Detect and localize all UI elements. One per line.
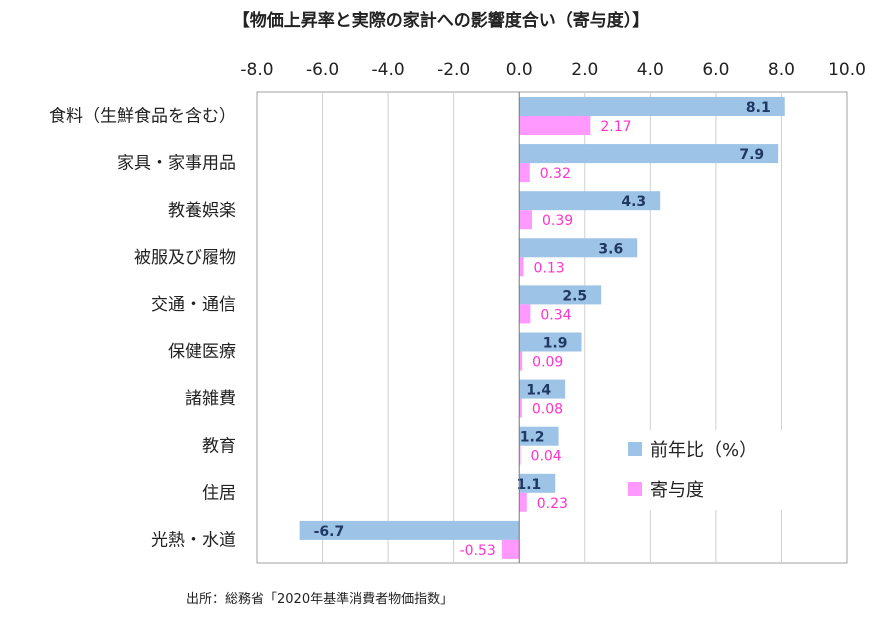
bar-yoy: [519, 144, 779, 164]
bar-contribution: [519, 210, 533, 230]
x-tick-label: -8.0: [240, 60, 273, 80]
data-label-contribution: 0.09: [532, 355, 563, 371]
data-label-contribution: 0.32: [540, 166, 571, 182]
category-label: 被服及び履物: [134, 248, 236, 268]
data-label-contribution: 0.13: [533, 260, 564, 276]
x-tick-label: -4.0: [372, 60, 405, 80]
data-label-contribution: 0.04: [531, 449, 562, 465]
category-label: 教養娯楽: [168, 201, 236, 221]
data-label-yoy: -6.7: [314, 524, 345, 540]
category-label: 住居: [202, 483, 236, 503]
category-label: 家具・家事用品: [117, 154, 236, 174]
x-tick-label: -6.0: [306, 60, 339, 80]
legend-swatch: [628, 442, 642, 456]
category-label: 教育: [202, 436, 236, 456]
data-label-contribution: 0.08: [532, 402, 563, 418]
x-tick-label: 6.0: [702, 60, 729, 80]
data-label-yoy: 2.5: [562, 288, 587, 304]
data-label-yoy: 7.9: [739, 147, 764, 163]
legend-box: [622, 430, 812, 510]
data-label-contribution: 0.34: [540, 307, 571, 323]
bar-contribution: [519, 257, 524, 277]
x-tick-label: 2.0: [571, 60, 598, 80]
bar-yoy: [519, 238, 638, 258]
bar-yoy: [519, 285, 602, 305]
data-label-yoy: 1.9: [543, 336, 568, 352]
legend-swatch: [628, 482, 642, 496]
data-label-yoy: 1.2: [520, 430, 545, 446]
bar-contribution: [519, 163, 530, 183]
data-label-yoy: 3.6: [598, 241, 623, 257]
x-tick-label: -2.0: [437, 60, 470, 80]
bar-yoy: [519, 191, 661, 211]
category-label: 光熱・水道: [151, 530, 236, 550]
bar-contribution: [519, 351, 523, 371]
source-note: 出所：総務省「2020年基準消費者物価指数」: [186, 592, 454, 607]
bar-contribution: [519, 304, 531, 324]
data-label-yoy: 8.1: [746, 100, 771, 116]
data-label-contribution: -0.53: [460, 543, 496, 559]
data-label-contribution: 2.17: [600, 119, 631, 135]
bar-contribution: [501, 539, 520, 559]
bar-yoy: [519, 426, 559, 446]
bar-contribution: [519, 398, 522, 418]
data-label-contribution: 0.39: [542, 213, 573, 229]
category-label: 諸雑費: [185, 389, 236, 409]
bar-yoy: [299, 520, 520, 540]
bar-yoy: [519, 97, 785, 116]
x-tick-label: 4.0: [637, 60, 664, 80]
legend-label: 寄与度: [650, 480, 704, 501]
bar-contribution: [519, 445, 521, 465]
legend-label: 前年比（%）: [650, 440, 757, 461]
bar-contribution: [519, 492, 527, 512]
bar-yoy: [519, 473, 556, 493]
data-label-yoy: 4.3: [621, 194, 646, 210]
data-label-contribution: 0.23: [537, 496, 568, 512]
bar-yoy: [519, 332, 582, 352]
chart-title: 【物価上昇率と実際の家計への影響度合い（寄与度）】: [232, 11, 650, 31]
data-label-yoy: 1.4: [526, 383, 551, 399]
bar-yoy: [519, 379, 566, 399]
x-tick-label: 8.0: [768, 60, 795, 80]
x-tick-label: 10.0: [828, 60, 866, 80]
category-label: 保健医療: [168, 342, 236, 362]
x-tick-label: 0.0: [506, 60, 533, 80]
category-label: 食料（生鮮食品を含む）: [49, 107, 236, 127]
category-label: 交通・通信: [151, 295, 236, 315]
bar-contribution: [519, 116, 591, 135]
data-label-yoy: 1.1: [516, 477, 541, 493]
